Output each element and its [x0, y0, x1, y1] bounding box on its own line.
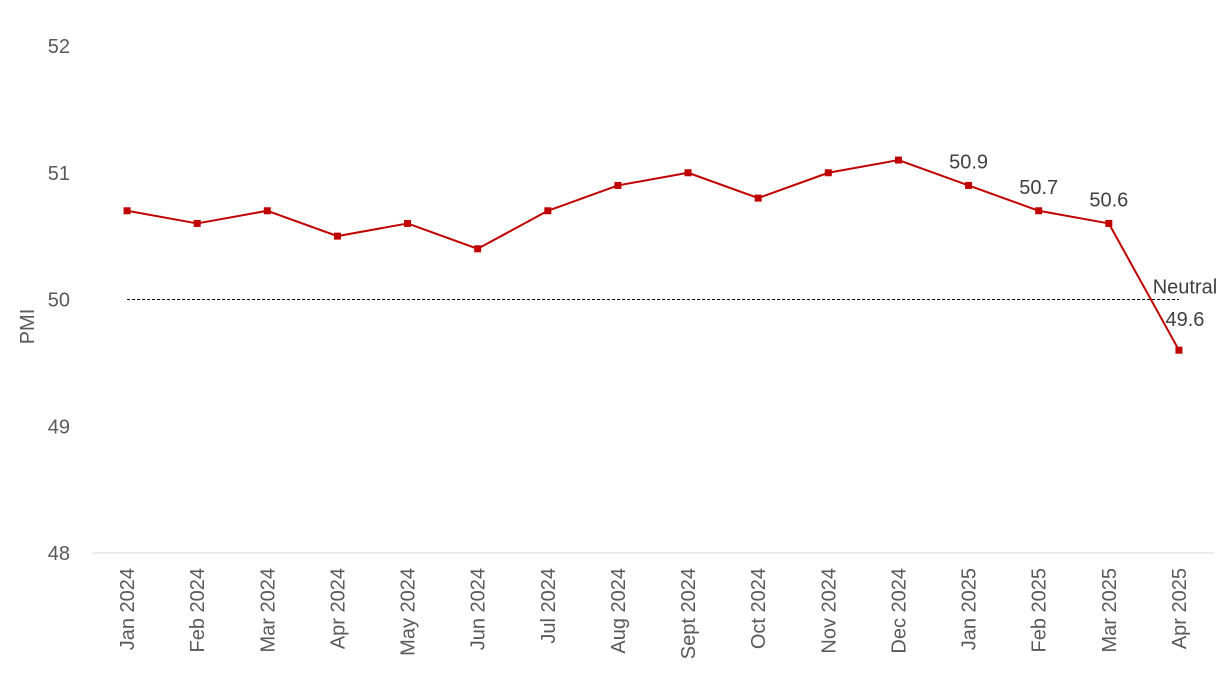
data-point-marker — [544, 207, 552, 215]
x-tick-label: Apr 2024 — [327, 568, 349, 649]
neutral-reference-label: Neutral — [1153, 277, 1217, 299]
x-tick-label: Dec 2024 — [888, 568, 910, 654]
data-point-marker — [1105, 219, 1113, 227]
x-tick-label: Apr 2025 — [1169, 568, 1191, 649]
x-tick-label: Jun 2024 — [468, 568, 490, 650]
data-point-marker — [123, 207, 131, 215]
x-tick-label: Sept 2024 — [678, 568, 700, 659]
y-tick-label: 52 — [48, 36, 70, 58]
data-label: 50.9 — [949, 151, 988, 173]
data-point-marker — [754, 194, 762, 202]
data-label: 50.7 — [1019, 177, 1058, 199]
data-point-marker — [965, 181, 973, 189]
y-axis-title: PMI — [17, 309, 39, 345]
x-tick-label: Feb 2024 — [187, 568, 209, 653]
x-tick-label: Feb 2025 — [1029, 568, 1051, 653]
pmi-series-markers — [123, 156, 1183, 354]
y-tick-label: 51 — [48, 163, 70, 185]
x-tick-label: Oct 2024 — [748, 568, 770, 649]
x-tick-label: Mar 2024 — [257, 568, 279, 653]
pmi-series-line — [126, 159, 1180, 351]
data-point-marker — [684, 169, 692, 177]
y-tick-label: 48 — [48, 543, 70, 565]
data-point-marker — [614, 181, 622, 189]
data-point-marker — [404, 219, 412, 227]
x-tick-label: May 2024 — [398, 568, 420, 656]
x-tick-label: Mar 2025 — [1099, 568, 1121, 653]
y-tick-label: 50 — [48, 290, 70, 312]
y-axis-ticks: 48 49 50 51 52 — [48, 36, 70, 565]
data-point-marker — [474, 245, 482, 253]
data-point-marker — [333, 232, 341, 240]
x-tick-label: Nov 2024 — [818, 568, 840, 654]
data-label: 49.6 — [1165, 309, 1204, 331]
x-tick-label: Jul 2024 — [538, 568, 560, 644]
x-tick-label: Jan 2025 — [959, 568, 981, 650]
data-label: 50.6 — [1089, 189, 1128, 211]
x-tick-label: Jan 2024 — [117, 568, 139, 650]
data-point-marker — [193, 219, 201, 227]
data-point-marker — [263, 207, 271, 215]
x-tick-label: Aug 2024 — [608, 568, 630, 654]
data-point-marker — [894, 156, 902, 164]
y-tick-label: 49 — [48, 416, 70, 438]
x-axis-ticks: Jan 2024 Feb 2024 Mar 2024 Apr 2024 May 2024… — [117, 568, 1191, 659]
data-labels: 50.9 50.7 50.6 49.6 — [949, 151, 1204, 331]
data-point-marker — [1175, 346, 1183, 354]
data-point-marker — [1035, 207, 1043, 215]
data-point-marker — [824, 169, 832, 177]
